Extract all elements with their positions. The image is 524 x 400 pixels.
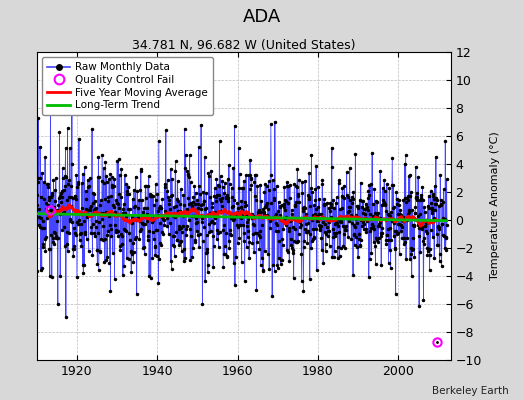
Text: ADA: ADA xyxy=(243,8,281,26)
Y-axis label: Temperature Anomaly (°C): Temperature Anomaly (°C) xyxy=(490,132,500,280)
Legend: Raw Monthly Data, Quality Control Fail, Five Year Moving Average, Long-Term Tren: Raw Monthly Data, Quality Control Fail, … xyxy=(42,57,213,116)
Title: 34.781 N, 96.682 W (United States): 34.781 N, 96.682 W (United States) xyxy=(132,39,355,52)
Text: Berkeley Earth: Berkeley Earth xyxy=(432,386,508,396)
